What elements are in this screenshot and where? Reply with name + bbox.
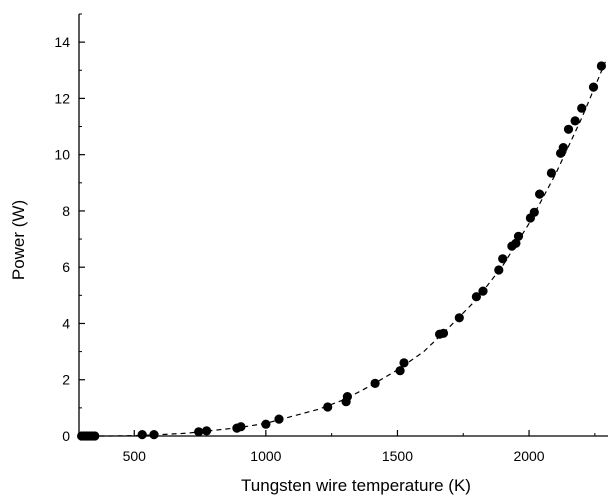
data-point [274, 415, 283, 424]
ticks: 0 2 4 6 8 10 12 14 500 1000 1500 2000 [54, 14, 594, 464]
plot-area [77, 61, 606, 440]
data-point [571, 116, 580, 125]
x-axis-label: Tungsten wire temperature (K) [241, 476, 471, 495]
data-point [261, 420, 270, 429]
data-point [577, 104, 586, 113]
data-point [494, 265, 503, 274]
data-point [535, 190, 544, 199]
data-point [323, 402, 332, 411]
data-point [530, 208, 539, 217]
x-tick-label: 500 [123, 448, 147, 464]
data-point [396, 366, 405, 375]
data-point [559, 143, 568, 152]
fit-curve [82, 62, 606, 436]
y-tick-label: 8 [62, 203, 70, 219]
y-tick-label: 10 [54, 147, 70, 163]
data-point [589, 83, 598, 92]
data-point [547, 168, 556, 177]
data-point [514, 232, 523, 241]
data-point [90, 431, 99, 440]
y-tick-label: 12 [54, 90, 70, 106]
data-point [597, 61, 606, 70]
data-point [343, 392, 352, 401]
data-point [138, 430, 147, 439]
x-tick-label: 1000 [250, 448, 281, 464]
y-tick-label: 6 [62, 259, 70, 275]
data-point [564, 125, 573, 134]
data-point [498, 254, 507, 263]
y-tick-label: 4 [62, 315, 70, 331]
data-point [149, 430, 158, 439]
data-point [455, 313, 464, 322]
data-point [478, 287, 487, 296]
y-tick-label: 14 [54, 34, 70, 50]
x-tick-label: 1500 [382, 448, 413, 464]
x-tick-label: 2000 [513, 448, 544, 464]
data-point [194, 427, 203, 436]
y-axis-label: Power (W) [9, 200, 28, 280]
y-tick-label: 0 [62, 428, 70, 444]
data-point [202, 426, 211, 435]
data-point [399, 358, 408, 367]
data-point [236, 422, 245, 431]
y-tick-label: 2 [62, 372, 70, 388]
data-point [439, 329, 448, 338]
data-point [371, 379, 380, 388]
